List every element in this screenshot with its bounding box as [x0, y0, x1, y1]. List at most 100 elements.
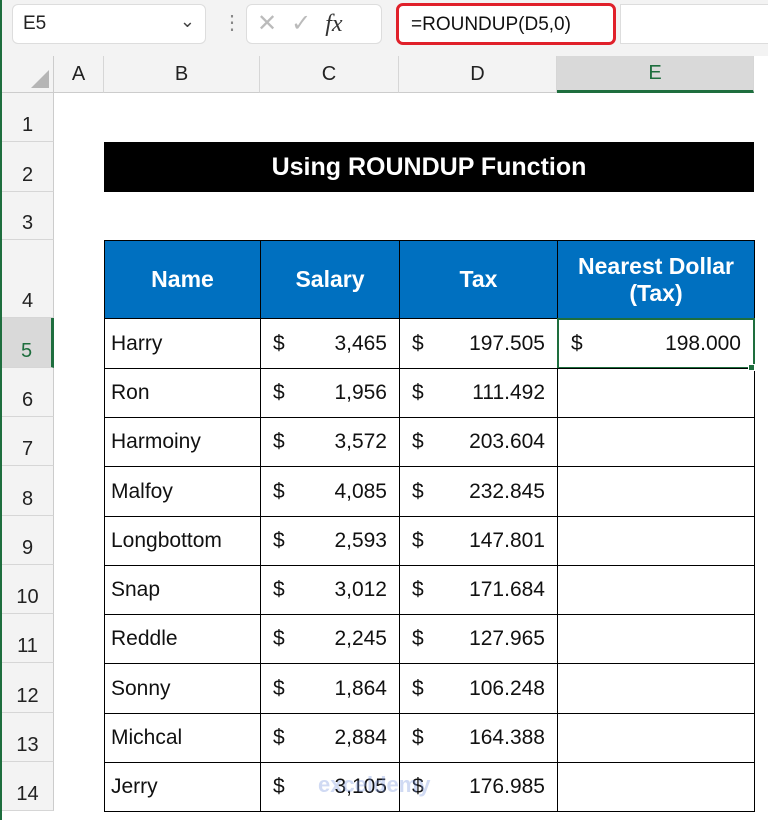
- name-cell[interactable]: Jerry: [104, 762, 261, 812]
- confirm-icon[interactable]: ✓: [291, 10, 326, 37]
- salary-cell[interactable]: $2,245: [260, 614, 400, 664]
- tax-value: 106.248: [469, 676, 545, 700]
- name-cell[interactable]: Sonny: [104, 663, 261, 714]
- tax-cell[interactable]: $147.801: [399, 516, 558, 566]
- currency-symbol: $: [273, 331, 285, 355]
- tax-cell[interactable]: $127.965: [399, 614, 558, 664]
- tax-cell[interactable]: $164.388: [399, 713, 558, 763]
- row-header-6[interactable]: 6: [2, 368, 54, 417]
- drag-handle-icon[interactable]: ⋮: [222, 12, 242, 34]
- row-header-11[interactable]: 11: [2, 614, 54, 663]
- name-value: Snap: [111, 578, 161, 601]
- nearest-dollar-cell[interactable]: [557, 417, 755, 467]
- column-header-e[interactable]: E: [557, 56, 754, 93]
- column-header-b[interactable]: B: [104, 56, 260, 93]
- tax-cell[interactable]: $111.492: [399, 368, 558, 418]
- nearest-dollar-cell[interactable]: [557, 762, 755, 812]
- tax-value: 111.492: [472, 381, 545, 404]
- column-header-c[interactable]: C: [260, 56, 399, 93]
- name-box[interactable]: E5 ⌄: [12, 4, 206, 44]
- tax-cell[interactable]: $203.604: [399, 417, 558, 467]
- table-title[interactable]: Using ROUNDUP Function: [104, 142, 754, 192]
- currency-symbol: $: [273, 430, 285, 453]
- salary-cell[interactable]: $3,572: [260, 417, 400, 467]
- currency-symbol: $: [273, 578, 285, 601]
- salary-cell[interactable]: $3,465: [260, 318, 400, 369]
- column-header-a[interactable]: A: [54, 56, 104, 93]
- tax-cell[interactable]: $171.684: [399, 565, 558, 615]
- row-header-8[interactable]: 8: [2, 466, 54, 516]
- name-cell[interactable]: Longbottom: [104, 516, 261, 566]
- nearest-dollar-cell[interactable]: [557, 466, 755, 517]
- currency-symbol: $: [273, 479, 285, 503]
- name-value: Ron: [111, 381, 150, 404]
- header-cell[interactable]: Tax: [399, 240, 558, 319]
- salary-cell[interactable]: $2,593: [260, 516, 400, 566]
- nearest-dollar-cell[interactable]: [557, 368, 755, 418]
- fill-handle[interactable]: [748, 364, 755, 371]
- row-header-4[interactable]: 4: [2, 240, 54, 318]
- nearest-dollar-cell[interactable]: [557, 516, 755, 566]
- row-header-2[interactable]: 2: [2, 142, 54, 192]
- row-header-13[interactable]: 13: [2, 713, 54, 762]
- salary-cell[interactable]: $4,085: [260, 466, 400, 517]
- tax-cell[interactable]: $176.985: [399, 762, 558, 812]
- currency-symbol: $: [412, 529, 424, 552]
- salary-cell[interactable]: $1,864: [260, 663, 400, 714]
- tax-cell[interactable]: $106.248: [399, 663, 558, 714]
- nearest-dollar-cell[interactable]: [557, 614, 755, 664]
- tax-value: 164.388: [469, 726, 545, 749]
- select-all-button[interactable]: [2, 56, 54, 93]
- name-cell[interactable]: Harmoiny: [104, 417, 261, 467]
- salary-cell[interactable]: $3,012: [260, 565, 400, 615]
- row-header-7[interactable]: 7: [2, 417, 54, 466]
- formula-input[interactable]: =ROUNDUP(D5,0): [396, 3, 616, 45]
- name-value: Longbottom: [111, 529, 222, 552]
- name-cell[interactable]: Ron: [104, 368, 261, 418]
- formula-buttons: ✕✓fx: [246, 4, 382, 44]
- name-value: Michcal: [111, 726, 183, 749]
- name-value: Reddle: [111, 627, 178, 650]
- salary-value: 3,465: [334, 331, 387, 355]
- row-header-14[interactable]: 14: [2, 762, 54, 811]
- salary-value: 4,085: [334, 479, 387, 503]
- row-header-10[interactable]: 10: [2, 565, 54, 614]
- salary-cell[interactable]: $3,105: [260, 762, 400, 812]
- insert-function-icon[interactable]: fx: [325, 11, 343, 37]
- currency-symbol: $: [571, 331, 583, 355]
- header-cell[interactable]: Nearest Dollar (Tax): [557, 240, 755, 319]
- formula-input-area[interactable]: [620, 4, 768, 44]
- nearest-dollar-cell[interactable]: [557, 663, 755, 714]
- row-header-12[interactable]: 12: [2, 663, 54, 713]
- salary-cell[interactable]: $2,884: [260, 713, 400, 763]
- currency-symbol: $: [273, 676, 285, 700]
- salary-value: 1,864: [334, 676, 387, 700]
- header-cell[interactable]: Name: [104, 240, 261, 319]
- name-cell[interactable]: Malfoy: [104, 466, 261, 517]
- currency-symbol: $: [273, 381, 285, 404]
- name-cell[interactable]: Michcal: [104, 713, 261, 763]
- name-cell[interactable]: Snap: [104, 565, 261, 615]
- nearest-dollar-cell[interactable]: [557, 565, 755, 615]
- watermark-logo: exceldemy: [318, 772, 431, 797]
- currency-symbol: $: [273, 726, 285, 749]
- tax-cell[interactable]: $197.505: [399, 318, 558, 369]
- chevron-down-icon[interactable]: ⌄: [179, 11, 195, 31]
- name-cell[interactable]: Reddle: [104, 614, 261, 664]
- row-header-5[interactable]: 5: [2, 318, 54, 368]
- row-header-1[interactable]: 1: [2, 93, 54, 142]
- currency-symbol: $: [412, 578, 424, 601]
- header-cell[interactable]: Salary: [260, 240, 400, 319]
- cancel-icon[interactable]: ✕: [257, 10, 292, 37]
- salary-value: 2,884: [334, 726, 387, 749]
- column-header-d[interactable]: D: [399, 56, 557, 93]
- currency-symbol: $: [412, 627, 424, 650]
- tax-cell[interactable]: $232.845: [399, 466, 558, 517]
- name-cell[interactable]: Harry: [104, 318, 261, 369]
- selected-cell-e5[interactable]: $198.000: [557, 318, 755, 369]
- row-header-3[interactable]: 3: [2, 192, 54, 240]
- row-header-9[interactable]: 9: [2, 516, 54, 565]
- salary-cell[interactable]: $1,956: [260, 368, 400, 418]
- nearest-dollar-cell[interactable]: [557, 713, 755, 763]
- currency-symbol: $: [412, 430, 424, 453]
